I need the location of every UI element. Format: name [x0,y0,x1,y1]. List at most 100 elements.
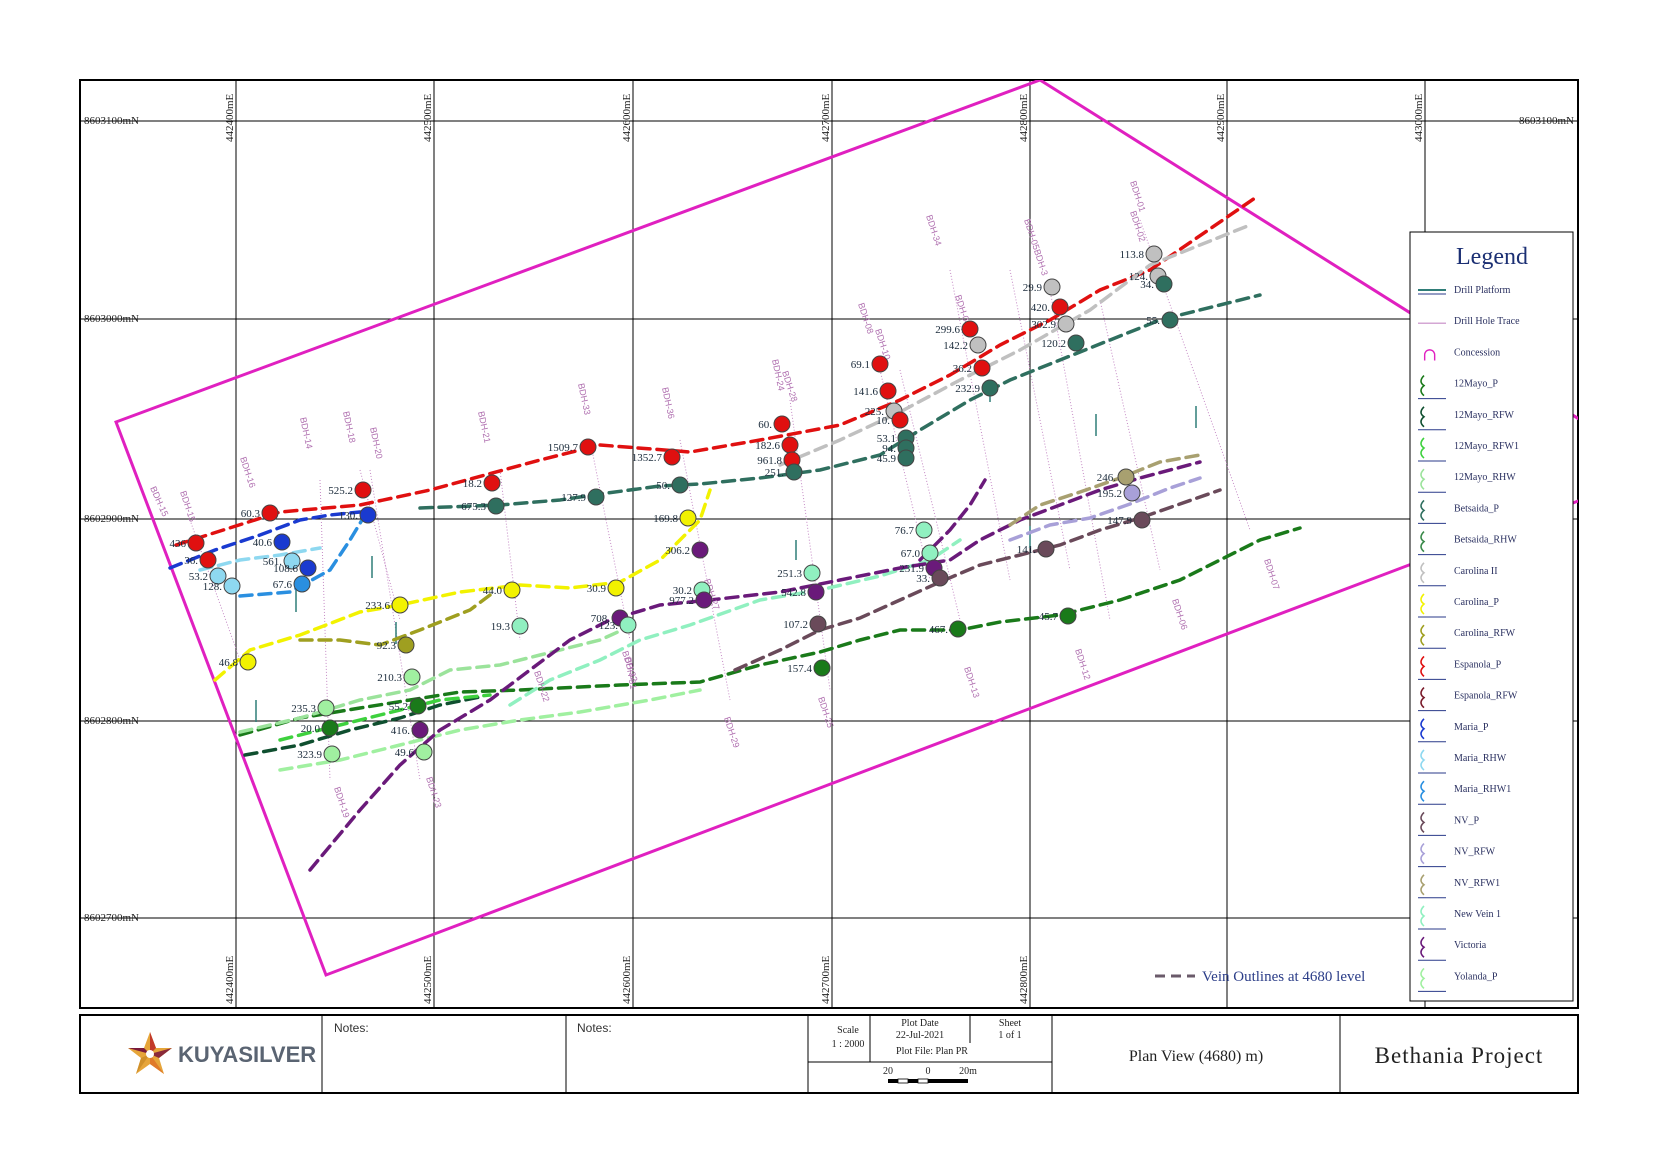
intercept-dot [239,653,257,671]
intercept: 232.9 [955,379,999,397]
drill-hole-label: BDH-34 [924,214,943,248]
intercept-value: 67.6 [273,579,293,591]
intercept-dot [1133,511,1151,529]
intercept-value: 233.6 [365,600,390,612]
legend-item: NV_P [1418,811,1479,836]
intercept: 182.6 [755,436,799,454]
title-block: KUYASILVER Notes: Notes: Scale 1 : 2000 … [79,1014,1579,1094]
intercept-dot [483,474,501,492]
intercept: 60. [758,415,791,433]
intercept-dot [807,583,825,601]
intercept-value: 44.0 [483,585,503,597]
intercept-value: 542.8 [781,587,806,599]
vein-yolanda-p [278,688,702,772]
east-labels-bottom: 442400mE 442500mE 442600mE 442700mE 4428… [224,955,1030,1004]
intercept: 1352.7 [632,448,681,466]
drill-hole-label: BDH-33 [576,382,592,415]
plot-date-label: Plot Date [901,1018,939,1029]
intercept-dot [1037,540,1055,558]
project-title: Bethania Project [1375,1043,1544,1068]
legend-item: NV_RFW1 [1418,874,1500,899]
intercept-dot [679,509,697,527]
legend-item: Drill Hole Trace [1418,316,1520,327]
vein-swatch-icon [1420,468,1426,490]
intercept-dot [209,567,227,585]
intercept-value: 20.0 [301,723,321,735]
intercept: 67.0 [901,544,939,562]
intercept-dot [1051,298,1069,316]
drill-hole-label: BDH-36 [660,386,676,419]
legend-item: Carolina_P [1418,593,1499,618]
intercept: 128. [203,577,241,595]
intercept-dot [511,617,529,635]
drill-hole-label: BDH-18 [341,410,357,443]
legend-label: Espanola_RFW [1454,691,1518,702]
intercept: 108.6 [273,559,317,577]
intercept: 46.8 [219,653,257,671]
drill-hole-label: BDH-02 [1128,210,1147,244]
sheet-value: 1 of 1 [998,1030,1021,1041]
concession-boundary [114,80,1578,977]
legend-label: Maria_RHW [1454,753,1507,764]
legend-label: Carolina_P [1454,597,1499,608]
legend-label: NV_RFW [1454,847,1496,858]
north-label: 8603100mN [84,115,139,127]
intercept-dot [931,569,949,587]
intercept-dot [409,697,427,715]
intercept-value: 127.9 [561,492,586,504]
vein-swatch-icon [1420,562,1426,584]
vein-swatch-icon [1420,811,1426,834]
vein-swatch-icon [1420,437,1426,459]
intercept-value: 210.3 [377,672,402,684]
drill-hole-label: BDH-22 [532,670,551,704]
vein-carolina-ii [778,223,1252,467]
intercept-dot [879,382,897,400]
intercept-value: 961.8 [757,455,782,467]
legend-label: Carolina II [1454,566,1498,577]
drill-hole-label: BDH-06 [1170,598,1189,632]
intercept-dot [773,415,791,433]
concession-swatch-icon: ∩ [1422,344,1437,365]
legend-item: Carolina_RFW [1418,624,1516,649]
intercept: 44.0 [483,581,521,599]
intercept: 10. [876,411,909,429]
intercept-value: 299.6 [935,324,960,336]
intercept-value: 251.3 [777,568,802,580]
intercept-value: 141.6 [853,386,878,398]
intercept: 49.6 [395,743,433,761]
intercept-dot [671,476,689,494]
vein-outline-note: Vein Outlines at 4680 level [1155,969,1365,985]
east-label: 442500mE [422,955,434,1004]
intercept: 36.2 [953,359,991,377]
intercept: 302.9 [1031,315,1075,333]
intercept: 299.6 [935,320,979,338]
intercept-value: 60. [758,419,772,431]
intercept-dot [283,552,301,570]
intercept: 233.6 [365,596,409,614]
east-label: 442600mE [621,955,633,1004]
legend-label: Yolanda_P [1454,971,1498,982]
intercept-dot [411,721,429,739]
legend-label: Drill Hole Trace [1454,316,1520,327]
intercept-value: 124. [1129,271,1149,283]
sheet-label: Sheet [999,1018,1021,1029]
kuyasilver-logo: KUYASILVER [128,1032,316,1074]
vein-new-vein-1 [508,538,962,707]
intercept-dot [397,636,415,654]
intercept-dot [973,359,991,377]
intercept: 323.9 [297,745,341,763]
intercept-dot [1155,275,1173,293]
intercept-value: 141. [1017,544,1037,556]
drill-hole-label: BDH-15 [178,490,197,524]
intercept-value: 251. [765,467,785,479]
legend-item: Drill Platform [1418,285,1511,296]
intercept-value: 525.2 [328,485,353,497]
legend-item: Maria_RHW [1418,749,1507,774]
intercept-dot [187,534,205,552]
scale-label: Scale [837,1025,859,1036]
intercept: 60.3 [241,504,279,522]
intercept-dot [1117,468,1135,486]
intercept: 420. [1031,298,1069,316]
intercept-value: 195.2 [1097,488,1122,500]
